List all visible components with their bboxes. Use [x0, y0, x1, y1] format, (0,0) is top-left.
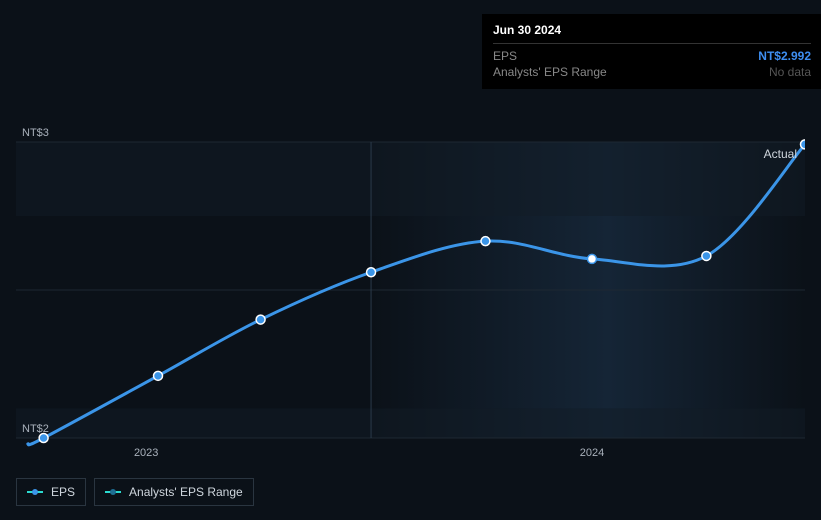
tooltip-date: Jun 30 2024 — [493, 23, 811, 44]
eps-chart: NT$2NT$320232024Actual Jun 30 2024 EPSNT… — [16, 0, 805, 470]
svg-text:2023: 2023 — [134, 447, 158, 459]
tooltip-row-value: NT$2.992 — [758, 49, 811, 63]
tooltip-row-key: EPS — [493, 49, 517, 63]
chart-tooltip: Jun 30 2024 EPSNT$2.992Analysts' EPS Ran… — [482, 14, 821, 89]
tooltip-row: EPS NT$2.992 — [493, 48, 811, 64]
legend-item-label: EPS — [51, 485, 75, 499]
legend-swatch-icon — [27, 488, 43, 496]
chart-legend: EPS Analysts' EPS Range — [16, 478, 254, 506]
legend-swatch-icon — [105, 488, 121, 496]
svg-text:Actual: Actual — [764, 147, 797, 161]
legend-item[interactable]: Analysts' EPS Range — [94, 478, 254, 506]
svg-text:2024: 2024 — [580, 447, 604, 459]
tooltip-row-value: No data — [769, 65, 811, 79]
tooltip-row-key: Analysts' EPS Range — [493, 65, 607, 79]
svg-text:NT$3: NT$3 — [22, 127, 49, 139]
legend-item[interactable]: EPS — [16, 478, 86, 506]
tooltip-row: Analysts' EPS Range No data — [493, 64, 811, 80]
legend-item-label: Analysts' EPS Range — [129, 485, 243, 499]
